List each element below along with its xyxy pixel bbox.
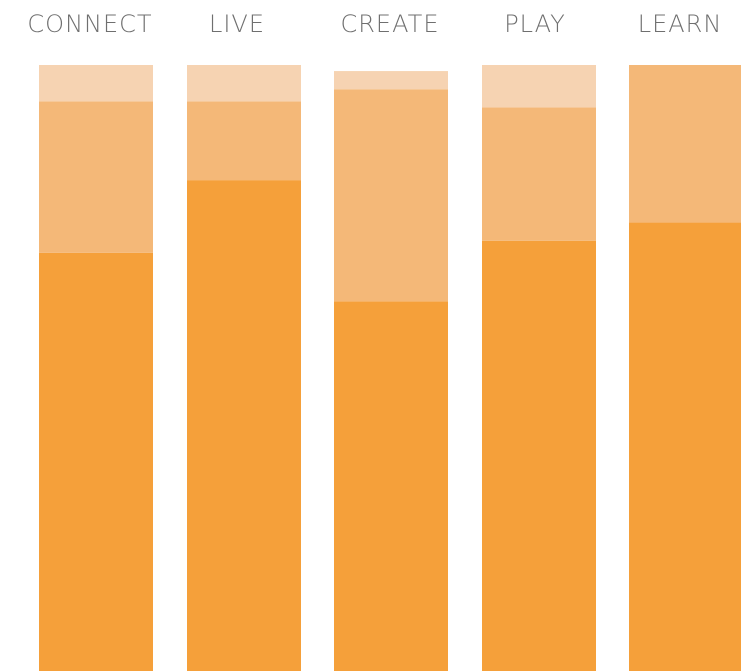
bar-create-secondary-segment bbox=[334, 89, 448, 302]
category-label-play: PLAY bbox=[504, 10, 566, 38]
category-label-create: CREATE bbox=[341, 10, 440, 38]
bar-live-tertiary-segment bbox=[187, 65, 301, 102]
bar-play-secondary-segment bbox=[482, 107, 596, 241]
category-label-live: LIVE bbox=[209, 10, 265, 38]
bar-play-tertiary-segment bbox=[482, 65, 596, 108]
bar-live-secondary-segment bbox=[187, 101, 301, 181]
bar-play-primary-segment bbox=[482, 240, 596, 671]
bar-connect-secondary-segment bbox=[39, 101, 153, 253]
category-label-learn: LEARN bbox=[638, 10, 723, 38]
category-labels: CONNECT LIVE CREATE PLAY LEARN bbox=[27, 10, 723, 38]
bars bbox=[39, 65, 741, 671]
bar-create-tertiary-segment bbox=[334, 71, 448, 90]
bar-connect-primary-segment bbox=[39, 252, 153, 671]
bar-live-primary-segment bbox=[187, 180, 301, 671]
category-label-connect: CONNECT bbox=[27, 10, 152, 38]
bar-learn-secondary-segment bbox=[629, 65, 741, 223]
bar-create-primary-segment bbox=[334, 301, 448, 671]
bar-connect-tertiary-segment bbox=[39, 65, 153, 102]
bar-learn-primary-segment bbox=[629, 222, 741, 671]
